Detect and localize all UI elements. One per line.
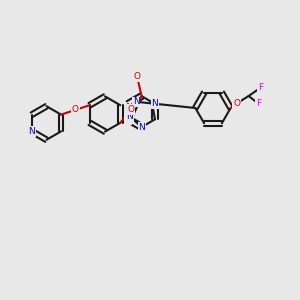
Text: O: O (134, 72, 141, 81)
Text: N: N (28, 127, 35, 136)
Text: N: N (152, 99, 158, 108)
Text: O: O (72, 105, 79, 114)
Text: O: O (128, 105, 134, 114)
Text: N: N (125, 115, 132, 124)
Text: F: F (258, 83, 263, 92)
Text: N: N (133, 97, 140, 106)
Text: F: F (256, 99, 261, 108)
Text: N: N (126, 112, 133, 121)
Text: N: N (138, 123, 145, 132)
Text: O: O (233, 99, 240, 108)
